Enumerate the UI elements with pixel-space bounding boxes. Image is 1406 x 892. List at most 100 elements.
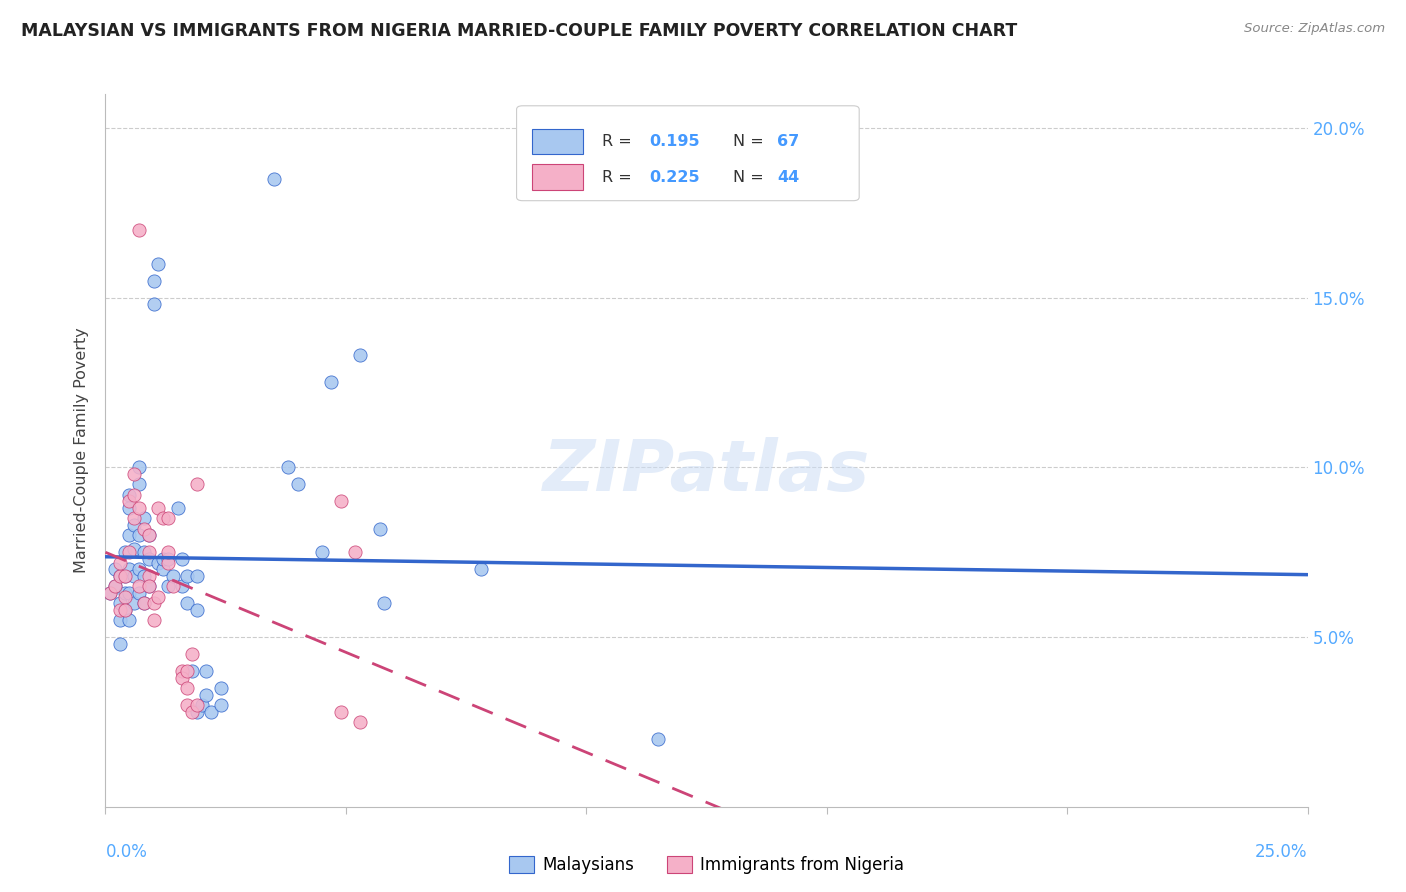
Point: [148, 256, 170, 270]
Point: [124, 467, 146, 482]
Point: [114, 603, 136, 617]
Point: [176, 569, 198, 583]
Point: [108, 556, 131, 570]
Point: [287, 477, 309, 491]
Point: [108, 613, 131, 627]
Point: [176, 681, 198, 696]
Point: [176, 596, 198, 610]
Point: [108, 569, 131, 583]
Point: [209, 681, 232, 696]
Point: [156, 552, 179, 566]
Point: [114, 590, 136, 604]
Point: [195, 688, 218, 702]
Point: [152, 511, 174, 525]
Point: [118, 488, 141, 502]
Point: [132, 545, 155, 559]
Point: [330, 705, 353, 719]
Point: [186, 477, 208, 491]
Point: [128, 460, 150, 475]
Point: [142, 596, 165, 610]
Point: [124, 541, 146, 556]
Point: [118, 528, 141, 542]
Point: [148, 590, 170, 604]
Point: [108, 569, 131, 583]
Legend: Malaysians, Immigrants from Nigeria: Malaysians, Immigrants from Nigeria: [502, 849, 911, 881]
Point: [118, 586, 141, 600]
Point: [132, 596, 155, 610]
Point: [156, 579, 179, 593]
Point: [124, 569, 146, 583]
Point: [321, 376, 343, 390]
Text: R =: R =: [602, 134, 637, 149]
Point: [186, 705, 208, 719]
Point: [138, 552, 160, 566]
Point: [128, 579, 150, 593]
Text: 0.195: 0.195: [648, 134, 699, 149]
Point: [114, 586, 136, 600]
Point: [128, 528, 150, 542]
Point: [132, 522, 155, 536]
Point: [311, 545, 333, 559]
Point: [349, 715, 371, 730]
Point: [176, 665, 198, 679]
Point: [172, 552, 194, 566]
Text: N =: N =: [733, 134, 769, 149]
Point: [132, 569, 155, 583]
Point: [138, 579, 160, 593]
Point: [128, 222, 150, 236]
Point: [132, 511, 155, 525]
Point: [124, 511, 146, 525]
Point: [344, 545, 367, 559]
Point: [263, 171, 285, 186]
FancyBboxPatch shape: [533, 164, 582, 190]
Point: [138, 579, 160, 593]
Text: 0.225: 0.225: [648, 169, 699, 185]
Point: [114, 569, 136, 583]
Point: [470, 562, 492, 576]
Point: [172, 671, 194, 685]
Point: [124, 488, 146, 502]
Point: [128, 501, 150, 516]
FancyBboxPatch shape: [533, 128, 582, 154]
Point: [349, 348, 371, 362]
Point: [128, 586, 150, 600]
Point: [195, 665, 218, 679]
Text: 67: 67: [778, 134, 800, 149]
Point: [176, 698, 198, 713]
Point: [277, 460, 299, 475]
Point: [209, 698, 232, 713]
Point: [104, 562, 127, 576]
Point: [373, 596, 395, 610]
Point: [98, 586, 121, 600]
Point: [104, 579, 127, 593]
Text: 25.0%: 25.0%: [1256, 843, 1308, 861]
Point: [162, 579, 184, 593]
Point: [172, 579, 194, 593]
Text: Source: ZipAtlas.com: Source: ZipAtlas.com: [1244, 22, 1385, 36]
Point: [142, 274, 165, 288]
Text: ZIPatlas: ZIPatlas: [543, 437, 870, 507]
Point: [162, 569, 184, 583]
Point: [186, 569, 208, 583]
Text: MALAYSIAN VS IMMIGRANTS FROM NIGERIA MARRIED-COUPLE FAMILY POVERTY CORRELATION C: MALAYSIAN VS IMMIGRANTS FROM NIGERIA MAR…: [21, 22, 1018, 40]
Point: [104, 579, 127, 593]
Text: N =: N =: [733, 169, 769, 185]
FancyBboxPatch shape: [516, 106, 859, 201]
Point: [148, 501, 170, 516]
Point: [186, 603, 208, 617]
Point: [118, 545, 141, 559]
Point: [172, 665, 194, 679]
Point: [166, 501, 188, 516]
Point: [128, 562, 150, 576]
Text: R =: R =: [602, 169, 637, 185]
Point: [108, 596, 131, 610]
Point: [647, 732, 669, 747]
Point: [124, 596, 146, 610]
Point: [181, 705, 204, 719]
Point: [128, 477, 150, 491]
Point: [138, 528, 160, 542]
Point: [200, 705, 222, 719]
Point: [114, 603, 136, 617]
Point: [114, 569, 136, 583]
Point: [156, 511, 179, 525]
